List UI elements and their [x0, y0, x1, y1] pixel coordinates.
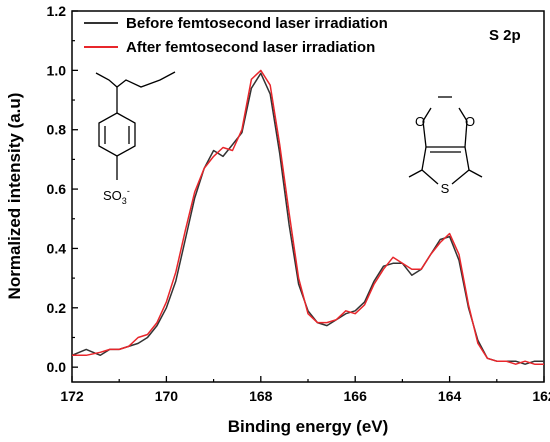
tick-group: 172 170 168 166 164 162 0.0 0.2 0.4 0.6 0.8 1.0 1.2 — [47, 3, 550, 404]
x-tick-label: 164 — [438, 388, 462, 404]
s2p-annotation: S 2p — [489, 27, 521, 44]
series-group — [71, 69, 544, 365]
x-tick-label: 168 — [249, 388, 273, 404]
y-tick-label: 1.2 — [47, 3, 67, 19]
series-line-after — [72, 69, 544, 365]
edot-structure — [408, 96, 483, 185]
y-tick-label: 0.8 — [47, 122, 67, 138]
x-tick-label: 170 — [155, 388, 179, 404]
legend-label-after: After femtosecond laser irradiation — [126, 39, 375, 56]
pss-so3-label: SO3- — [103, 186, 130, 206]
legend-label-before: Before femtosecond laser irradiation — [126, 15, 388, 32]
y-axis-label: Normalized intensity (a.u) — [5, 93, 24, 300]
y-tick-label: 0.4 — [47, 240, 67, 256]
x-tick-label: 162 — [532, 388, 550, 404]
y-tick-label: 0.2 — [47, 300, 67, 316]
y-tick-label: 0.0 — [47, 359, 67, 375]
y-tick-label: 1.0 — [47, 62, 67, 78]
legend: Before femtosecond laser irradiation Aft… — [84, 15, 388, 56]
y-tick-label: 0.6 — [47, 181, 67, 197]
edot-s: S — [441, 181, 450, 196]
edot-o-right: O — [465, 114, 475, 129]
x-axis-label: Binding energy (eV) — [228, 417, 389, 436]
x-tick-label: 166 — [344, 388, 368, 404]
edot-o-left: O — [415, 114, 425, 129]
pss-structure — [95, 71, 176, 180]
x-tick-label: 172 — [60, 388, 84, 404]
